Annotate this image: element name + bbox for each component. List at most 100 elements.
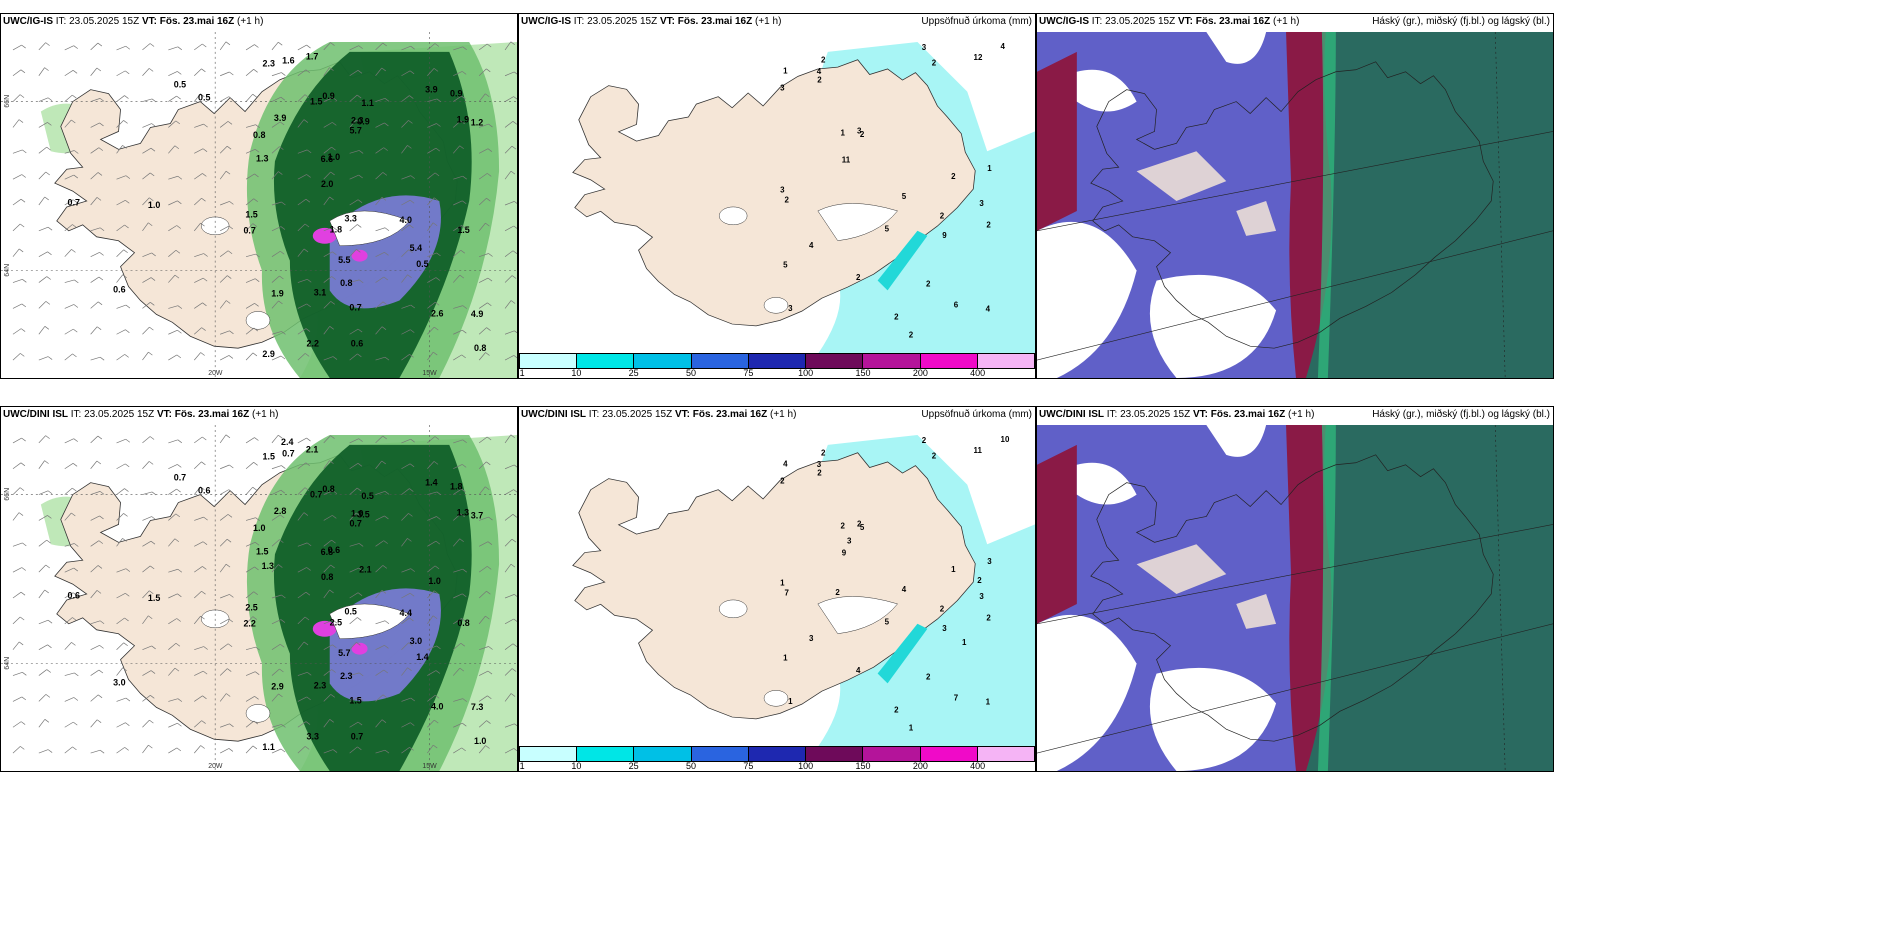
precip-value-label: 1.9: [271, 288, 283, 298]
precip-value-label: 5.7: [338, 648, 350, 658]
precip-value-label: 1.0: [474, 736, 486, 746]
precip-value-label: 3: [788, 304, 793, 313]
colorbar-tick-label: 400: [970, 761, 986, 771]
precip-value-label: 1.0: [428, 576, 440, 586]
precip-value-label: 1.5: [148, 593, 160, 603]
precip-value-label: 3.9: [425, 85, 437, 95]
init-time: IT: 23.05.2025 15Z: [55, 16, 140, 27]
precip-value-label: 2: [977, 576, 982, 585]
colorbar-tick-label: 100: [798, 761, 814, 771]
map-area: 2 3 1 2 5 7 1 2 2 1 2 1 4 1 4 3 5 4 2 3 10 11 9 2 2 3 3 7 2 1 2 2 3 2 2 1: [519, 425, 1035, 747]
panel-title: Uppsöfnuð úrkoma (mm): [921, 16, 1032, 27]
lead-time: (+1 h): [1273, 16, 1300, 27]
precip-value-label: 6.8: [321, 547, 333, 557]
precip-value-label: 2: [922, 436, 927, 445]
precip-value-label: 3.9: [274, 113, 286, 123]
grid-label: 15W: [422, 763, 437, 770]
precip-value-label: 0.8: [253, 130, 265, 140]
colorbar-tick-label: 1: [519, 761, 525, 771]
precip-value-label: 0.6: [328, 545, 340, 555]
colorbar-swatch: [863, 747, 921, 761]
precip-value-label: 3: [809, 634, 814, 643]
precip-colorbar: [519, 746, 1035, 762]
colorbar-tick-label: 150: [855, 368, 871, 378]
lead-time: (+1 h): [237, 16, 264, 27]
precip-value-label: 1.5: [349, 695, 361, 705]
panel-header: UWC/DINI ISL IT: 23.05.2025 15Z VT: Fös.…: [1037, 407, 1553, 423]
precip-value-label: 2.9: [271, 681, 283, 691]
precip-value-label: 6: [954, 300, 959, 309]
precip-value-label: 2.1: [359, 565, 371, 575]
precip-value-label: 1.3: [262, 561, 274, 571]
precip-value-label: 2.2: [307, 339, 319, 349]
precip-value-label: 1.1: [361, 98, 373, 108]
precip-value-label: 1: [962, 638, 967, 647]
precip-value-label: 3: [780, 83, 785, 92]
panel-header: UWC/IG-IS IT: 23.05.2025 15Z VT: Fös. 23…: [519, 14, 1035, 30]
colorbar-swatch: [863, 354, 921, 368]
precip-value-label: 11: [974, 446, 983, 455]
colorbar-swatch: [577, 747, 635, 761]
colorbar-swatch: [748, 354, 807, 368]
precip-value-label: 6.6: [321, 154, 333, 164]
panel-header: UWC/DINI ISL IT: 23.05.2025 15Z VT: Fös.…: [1, 407, 517, 423]
colorbar-tick-label: 150: [855, 761, 871, 771]
precip-value-label: 1.1: [262, 742, 274, 752]
precip-value-label: 2.5: [245, 602, 257, 612]
precip-value-label: 3.7: [471, 510, 483, 520]
precip-value-label: 2.3: [340, 671, 352, 681]
precip-value-label: 0.7: [68, 198, 80, 208]
map-area: 66N 64N 20W 15W 0.7 1.5 2.2 3.0 0.6 0.6 0.5 1.0 0.7 0…: [1, 425, 517, 771]
precip-value-label: 2: [951, 172, 956, 181]
colorbar-swatch: [634, 747, 692, 761]
precip-value-label: 1: [951, 565, 956, 574]
lead-time: (+1 h): [770, 409, 797, 420]
colorbar-swatch: [691, 747, 749, 761]
model-name: UWC/IG-IS: [3, 16, 53, 27]
precip-value-label: 0.6: [198, 486, 210, 496]
precip-value-label: 2: [894, 313, 899, 322]
precip-value-label: 1.6: [282, 55, 294, 65]
precip-value-label: 1.5: [256, 547, 268, 557]
precip-value-label: 0.5: [344, 607, 356, 617]
panel-header: UWC/DINI ISL IT: 23.05.2025 15Z VT: Fös.…: [519, 407, 1035, 423]
init-time: IT: 23.05.2025 15Z: [573, 16, 658, 27]
precip-value-label: 1.9: [457, 115, 469, 125]
colorbar-tick-label: 50: [685, 761, 697, 771]
precip-value-label: 1.8: [450, 482, 462, 492]
precip-wind-map-panel-row1: UWC/IG-IS IT: 23.05.2025 15Z VT: Fös. 23…: [0, 13, 518, 379]
precip-value-label: 0.8: [457, 618, 469, 628]
precip-value-label: 3.0: [410, 636, 422, 646]
grid-label: 66N: [4, 95, 11, 108]
precip-wind-map: 66N 64N 20W 15W 0.5 1.0 0.7 0.6 0.7 0.5 1.1 0.8 0.6 3…: [1, 32, 517, 378]
colorbar-tick-label: 1: [519, 368, 525, 378]
precip-value-label: 0.7: [174, 472, 186, 482]
precip-value-label: 7.3: [471, 702, 483, 712]
precip-value-label: 5: [885, 617, 890, 626]
precip-value-label: 0.5: [198, 93, 210, 103]
precip-value-label: 1.3: [256, 154, 268, 164]
precip-value-label: 3.0: [113, 678, 125, 688]
precip-value-label: 1.0: [351, 509, 363, 519]
init-time: IT: 23.05.2025 15Z: [70, 409, 155, 420]
precip-value-label: 1.2: [471, 117, 483, 127]
precip-value-label: 0.5: [416, 259, 428, 269]
precip-value-label: 3: [922, 43, 927, 52]
colorbar-tick-label: 75: [743, 761, 754, 771]
model-name: UWC/DINI ISL: [1039, 409, 1104, 420]
precip-value-label: 4: [902, 585, 907, 594]
precip-value-label: 2.3: [351, 116, 363, 126]
precip-value-label: 1.4: [416, 652, 428, 662]
init-time: IT: 23.05.2025 15Z: [588, 409, 673, 420]
precip-value-label: 4.0: [431, 701, 443, 711]
accumulated-precip-panel-row1: UWC/IG-IS IT: 23.05.2025 15Z VT: Fös. 23…: [518, 13, 1036, 379]
precip-value-label: 2: [785, 196, 790, 205]
colorbar-tick-label: 25: [628, 761, 639, 771]
colorbar-swatch: [920, 747, 978, 761]
precip-value-label: 1: [987, 164, 992, 173]
colorbar-tick-label: 400: [970, 368, 986, 378]
precip-value-label: 1.5: [245, 209, 257, 219]
precip-value-label: 2: [840, 521, 845, 530]
precip-value-label: 1.3: [457, 508, 469, 518]
